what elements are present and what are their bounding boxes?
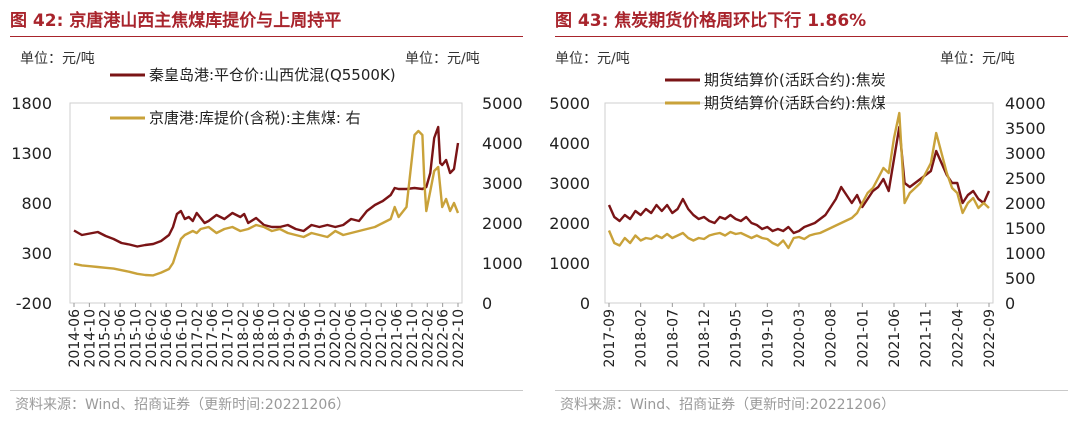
x-tick-label: 2014-10: [82, 309, 98, 368]
x-tick-label: 2019-10: [313, 309, 329, 368]
y-left-tick-label: 5000: [549, 94, 590, 113]
source-divider: [555, 390, 1068, 391]
x-tick-label: 2020-03: [792, 309, 808, 368]
unit-right: 单位：元/吨: [405, 51, 480, 67]
x-tick-label: 2021-11: [919, 309, 935, 368]
legend-label-1: 秦皇岛港:平仓价:山西优混(Q5500K): [149, 66, 396, 84]
x-tick-label: 2017-02: [190, 309, 206, 368]
y-right-tick-label: 1000: [482, 254, 523, 273]
x-tick-label: 2022-06: [436, 309, 452, 368]
x-tick-label: 2015-02: [98, 309, 114, 368]
y-right-tick-label: 2000: [482, 214, 523, 233]
x-tick-label: 2015-06: [113, 309, 129, 368]
y-right-tick-label: 500: [1005, 269, 1036, 288]
x-tick-label: 2020-06: [343, 309, 359, 368]
unit-right: 单位：元/吨: [940, 51, 1015, 67]
x-tick-label: 2016-02: [144, 309, 160, 368]
x-tick-label: 2018-12: [697, 309, 713, 368]
y-left-tick-label: 1000: [549, 254, 590, 273]
x-tick-label: 2021-06: [887, 309, 903, 368]
y-left-tick-label: 1800: [11, 94, 52, 113]
x-tick-label: 2017-10: [221, 309, 237, 368]
chart-43-plot: 单位：元/吨 单位：元/吨5000400030002000100004000350…: [549, 51, 1046, 368]
source-note: 资料来源：Wind、招商证券（更新时间:20221206）: [560, 397, 896, 413]
y-left-tick-label: 3000: [549, 174, 590, 193]
x-tick-label: 2019-06: [297, 309, 313, 368]
y-right-tick-label: 4000: [1005, 94, 1046, 113]
y-left-tick-label: -200: [16, 294, 52, 313]
x-tick-label: 2018-02: [634, 309, 650, 368]
y-right-tick-label: 2000: [1005, 194, 1046, 213]
title-divider: [10, 36, 523, 37]
x-tick-label: 2020-10: [359, 309, 375, 368]
x-tick-label: 2022-04: [950, 309, 966, 368]
chart-panel-43: 图 43: 焦炭期货价格周环比下行 1.86% 单位：元/吨 单位：元/吨 5000…: [545, 0, 1080, 421]
y-left-tick-label: 0: [580, 294, 590, 313]
x-tick-label: 2022-09: [982, 309, 998, 368]
x-tick-label: 2019-10: [760, 309, 776, 368]
y-left-tick-label: 4000: [549, 134, 590, 153]
plot-frame: [604, 102, 994, 304]
x-tick-label: 2014-06: [67, 309, 83, 368]
y-left-tick-label: 300: [21, 244, 52, 263]
x-tick-label: 2020-02: [328, 309, 344, 368]
y-right-tick-label: 1500: [1005, 219, 1046, 238]
x-tick-label: 2022-10: [451, 309, 467, 368]
y-right-tick-label: 3500: [1005, 119, 1046, 138]
legend-label-1: 期货结算价(活跃合约):焦炭: [704, 71, 886, 89]
x-tick-label: 2021-10: [405, 309, 421, 368]
series-line-2: [73, 129, 460, 277]
y-left-tick-label: 800: [21, 194, 52, 213]
x-tick-label: 2021-01: [855, 309, 871, 368]
legend-label-2: 京唐港:库提价(含税):主焦煤: 右: [149, 109, 361, 127]
y-right-tick-label: 1000: [1005, 244, 1046, 263]
y-right-tick-label: 3000: [482, 174, 523, 193]
y-right-tick-label: 4000: [482, 134, 523, 153]
x-tick-label: 2016-10: [175, 309, 191, 368]
x-tick-label: 2018-02: [236, 309, 252, 368]
y-right-tick-label: 0: [482, 294, 492, 313]
x-tick-label: 2021-06: [390, 309, 406, 368]
chart-42-plot: 单位：元/吨 单位：元/吨 1800 1300 800 300 -200 5000 4000 30…: [11, 51, 523, 368]
series-line-1: [607, 125, 991, 235]
unit-left: 单位：元/吨: [555, 51, 630, 67]
y-left-tick-label: 2000: [549, 214, 590, 233]
x-tick-label: 2017-09: [602, 309, 618, 368]
chart-panel-42: 图 42: 京唐港山西主焦煤库提价与上周持平 单位：元/吨 单位：元/吨 1800 1…: [0, 0, 535, 421]
x-tick-label: 2017-06: [205, 309, 221, 368]
plot-frame: [69, 102, 463, 304]
x-tick-label: 2018-07: [665, 309, 681, 368]
y-right-tick-label: 5000: [482, 94, 523, 113]
x-tick-label: 2018-10: [267, 309, 283, 368]
x-tick-label: 2015-10: [128, 309, 144, 368]
series-line-1: [73, 125, 460, 248]
source-note: 资料来源：Wind、招商证券（更新时间:20221206）: [15, 397, 351, 413]
unit-left: 单位：元/吨: [20, 51, 95, 67]
y-right-tick-label: 0: [1005, 294, 1015, 313]
x-tick-label: 2021-02: [374, 309, 390, 368]
x-tick-label: 2022-02: [420, 309, 436, 368]
x-tick-label: 2020-08: [824, 309, 840, 368]
x-tick-label: 2018-06: [251, 309, 267, 368]
series-line-2: [607, 111, 990, 250]
chart-title: 图 42: 京唐港山西主焦煤库提价与上周持平: [10, 11, 342, 31]
chart-title: 图 43: 焦炭期货价格周环比下行 1.86%: [555, 11, 867, 31]
x-tick-label: 2016-06: [159, 309, 175, 368]
title-divider: [555, 36, 1068, 37]
y-right-tick-label: 2500: [1005, 169, 1046, 188]
y-right-tick-label: 3000: [1005, 144, 1046, 163]
x-tick-label: 2019-02: [282, 309, 298, 368]
source-divider: [10, 390, 523, 391]
legend-label-2: 期货结算价(活跃合约):焦煤: [704, 94, 886, 112]
y-left-tick-label: 1300: [11, 144, 52, 163]
x-tick-label: 2019-05: [729, 309, 745, 368]
